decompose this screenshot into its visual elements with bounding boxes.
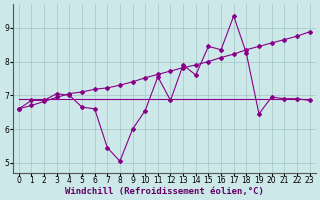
X-axis label: Windchill (Refroidissement éolien,°C): Windchill (Refroidissement éolien,°C)	[65, 187, 264, 196]
